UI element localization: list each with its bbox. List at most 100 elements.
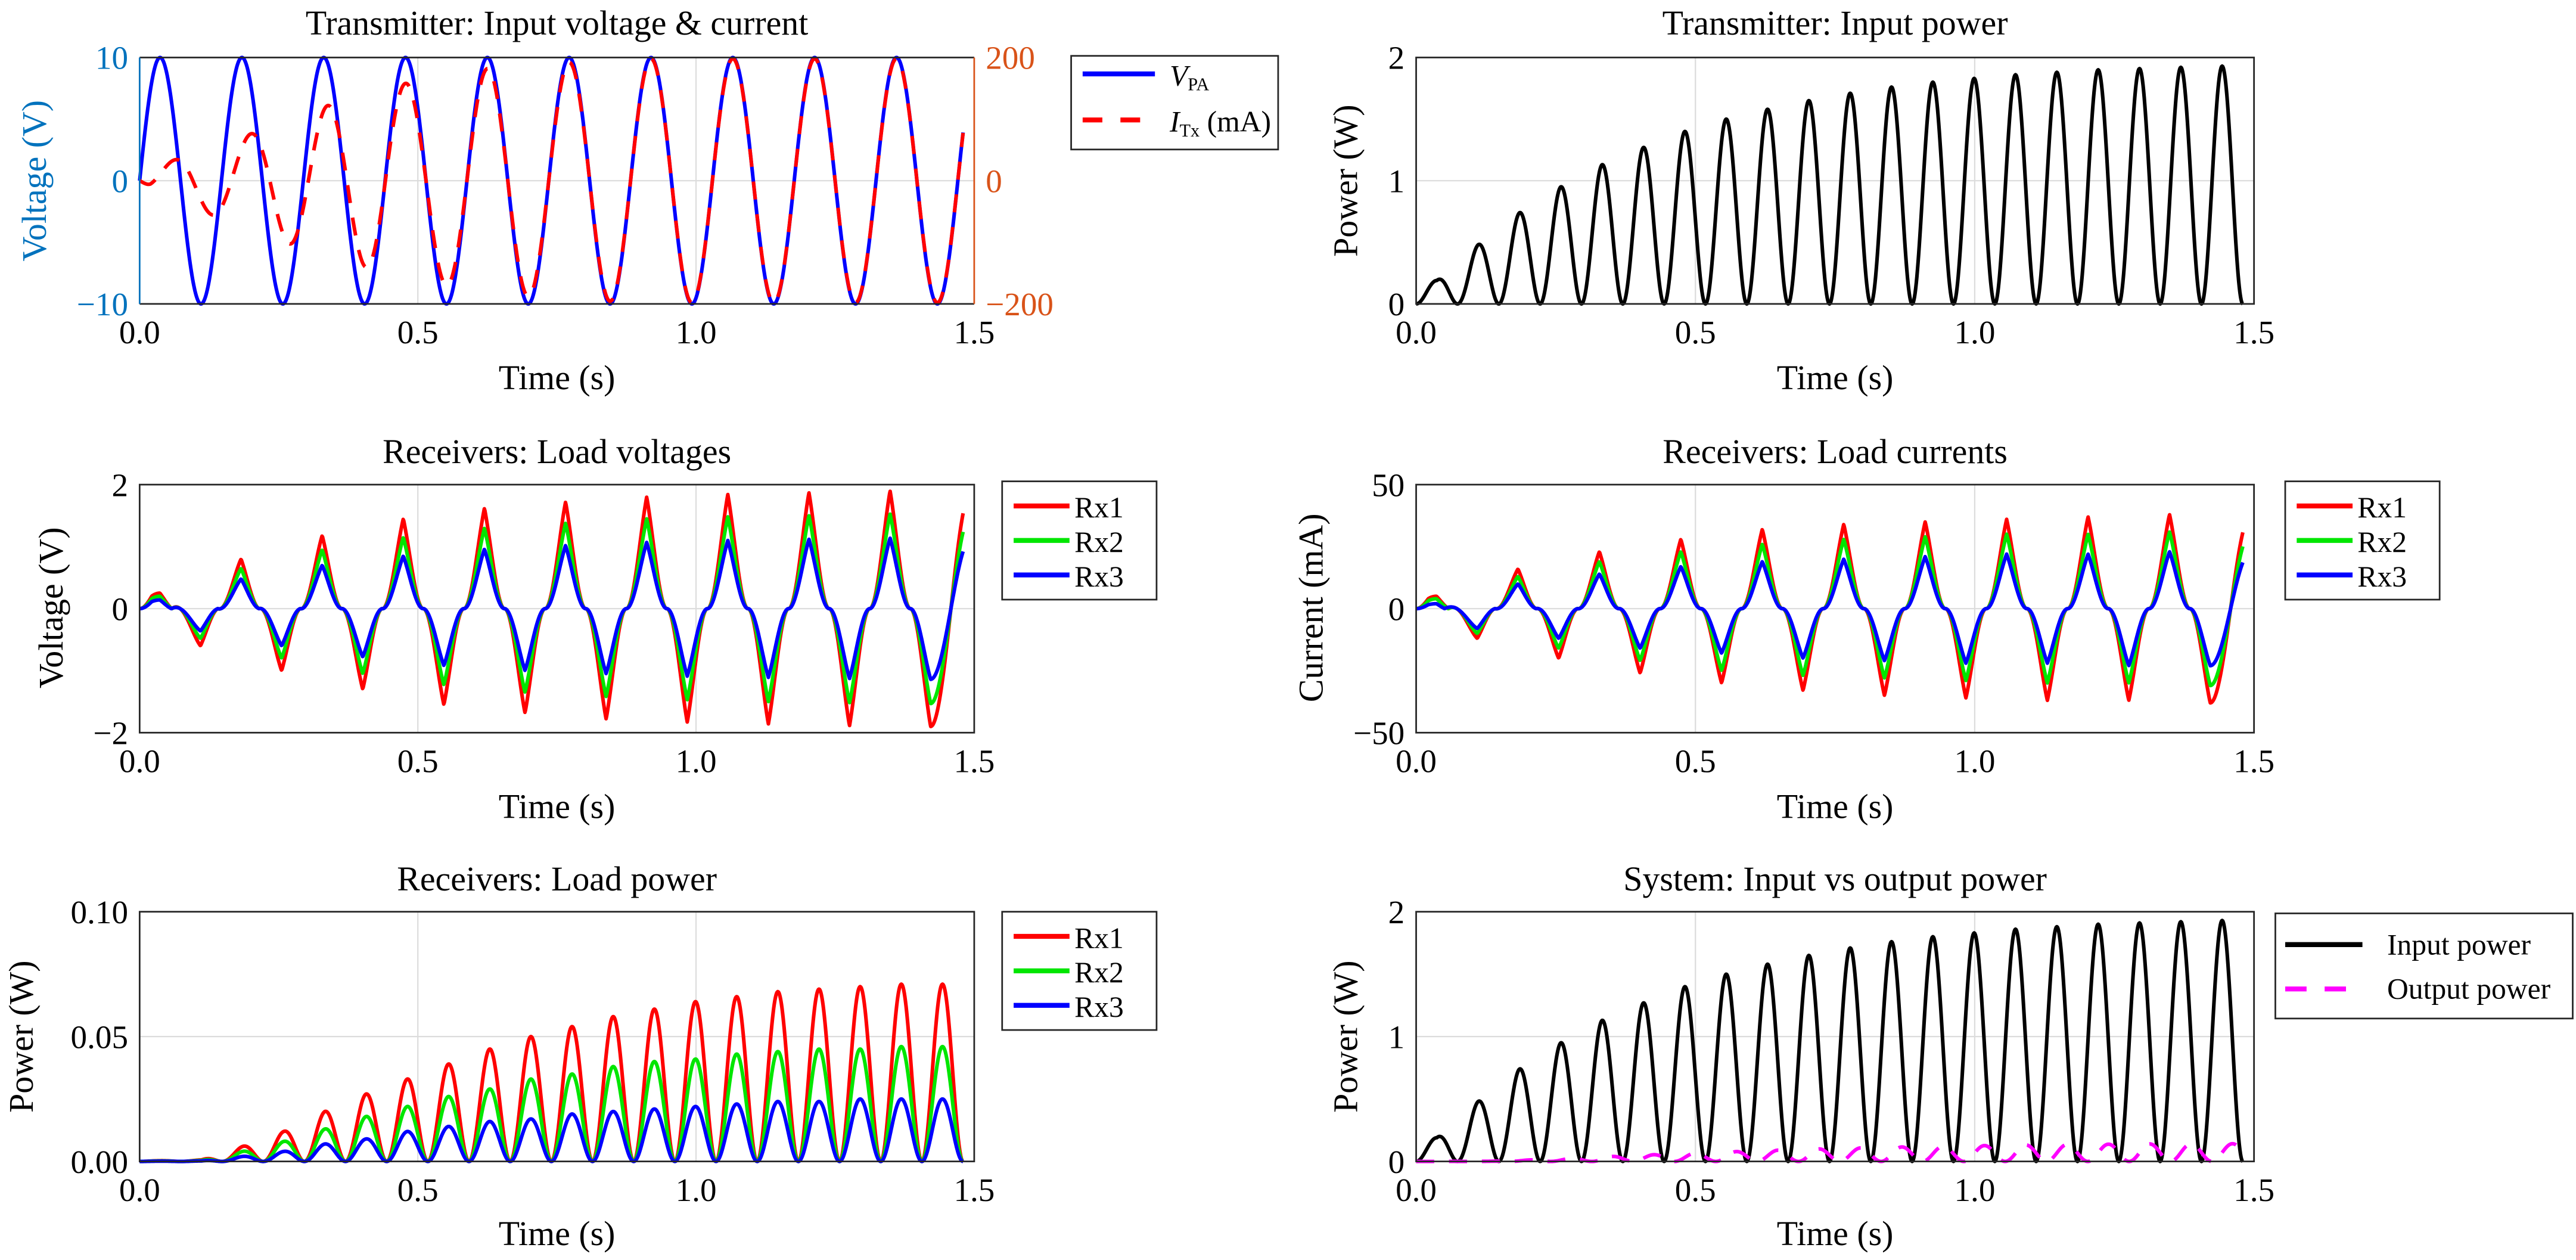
axes-frame <box>1415 57 2255 305</box>
panel-title: System: Input vs output power <box>1623 859 2047 898</box>
series-layer <box>138 489 965 728</box>
x-tick-label: 0.0 <box>1396 743 1437 779</box>
axes-box <box>138 911 975 1163</box>
y-tick-label: −10 <box>77 286 128 322</box>
y-axis-label: Power (W) <box>1326 960 1365 1112</box>
x-axis-label: Time (s) <box>1777 787 1894 826</box>
panel-rx-currents: Receivers: Load currents 0.0 0.5 1.0 1.5 −5… <box>1291 432 2441 826</box>
legend-label-rx2: Rx2 <box>2357 526 2407 558</box>
legend-label-rx1: Rx1 <box>2357 491 2407 524</box>
legend-box <box>1001 480 1158 601</box>
x-tick-labels: 0.0 0.5 1.0 1.5 <box>1396 743 2274 779</box>
y-tick-label: −50 <box>1353 715 1404 752</box>
x-tick-label: 1.5 <box>2233 743 2274 779</box>
legend-label-itx-sub: Tx <box>1180 120 1200 141</box>
legend-label-rx1: Rx1 <box>1074 491 1124 524</box>
legend-label-rx3: Rx3 <box>1074 991 1124 1023</box>
y-axis-label: Voltage (V) <box>32 527 70 689</box>
x-tick-label: 0.0 <box>1396 1172 1437 1208</box>
x-tick-label: 0.5 <box>397 743 439 779</box>
x-tick-label: 0.5 <box>1675 314 1716 350</box>
y-tick-label: 0 <box>111 163 128 199</box>
y-tick-labels: −50 0 50 <box>1353 467 1404 751</box>
x-axis-label: Time (s) <box>1777 1214 1894 1253</box>
grid <box>1416 485 2254 733</box>
legend-label-vpa-sub: PA <box>1188 75 1209 95</box>
grid <box>1416 57 2254 304</box>
y-tick-label: 2 <box>1388 894 1405 930</box>
x-axis-label: Time (s) <box>499 1214 616 1253</box>
x-axis-label: Time (s) <box>499 787 616 826</box>
legend-label-rx2: Rx2 <box>1074 956 1124 989</box>
y-tick-label: 0.05 <box>71 1019 128 1055</box>
legend-label-rx1: Rx1 <box>1074 921 1124 954</box>
x-tick-label: 0.0 <box>119 314 160 350</box>
y-axis-label: Current (mA) <box>1291 514 1330 703</box>
x-tick-label: 0.0 <box>119 1172 160 1208</box>
x-tick-labels: 0.0 0.5 1.0 1.5 <box>119 743 995 779</box>
y-tick-label: −2 <box>93 715 128 752</box>
series-line-rx3 <box>1415 550 2245 668</box>
legend-label-rx3: Rx3 <box>2357 560 2407 593</box>
x-tick-label: 1.0 <box>676 1172 717 1208</box>
series-layer <box>138 55 965 306</box>
x-tick-label: 0.0 <box>1396 314 1437 350</box>
panel-title: Receivers: Load currents <box>1663 432 2008 471</box>
y-tick-label: 0 <box>1388 1144 1405 1180</box>
legend-label-vpa-main: V <box>1170 59 1191 92</box>
x-tick-label: 1.5 <box>953 1172 995 1208</box>
y-right-tick-label: −200 <box>986 286 1054 322</box>
x-tick-labels: 0.0 0.5 1.0 1.5 <box>1396 314 2274 350</box>
legend: VPA ITx (mA) <box>1070 55 1279 151</box>
x-tick-label: 0.5 <box>397 1172 439 1208</box>
panel-rx-power: Receivers: Load power 0.0 0.5 1.0 1.5 0.000… <box>2 859 1158 1253</box>
axes-frame <box>138 911 975 1163</box>
y-tick-labels: 0 1 2 <box>1388 894 1405 1180</box>
x-tick-label: 1.5 <box>2233 314 2274 350</box>
x-tick-label: 0.5 <box>397 314 439 350</box>
legend-label-vpa: VPA <box>1170 59 1209 94</box>
panel-rx-voltages: Receivers: Load voltages 0.0 0.5 1.0 1.5 −2… <box>32 432 1158 826</box>
panel-tx-voltage-current: Transmitter: Input voltage & current 0.0… <box>15 4 1279 397</box>
x-tick-label: 1.0 <box>1954 1172 1995 1208</box>
series-line-i-tx-ma <box>138 57 965 305</box>
x-tick-label: 0.0 <box>119 743 160 779</box>
x-tick-label: 1.0 <box>676 743 717 779</box>
x-tick-label: 1.0 <box>1954 314 1995 350</box>
legend-label-itx: ITx (mA) <box>1169 105 1271 141</box>
y-right-tick-label: 200 <box>986 40 1035 76</box>
y-tick-label: 0.10 <box>71 894 128 930</box>
y-tick-label: 0 <box>111 591 128 627</box>
legend: Input power Output power <box>2274 913 2574 1020</box>
y-tick-label: 2 <box>111 467 128 503</box>
y-tick-label: 0 <box>1388 286 1405 322</box>
y-tick-label: 1 <box>1388 163 1405 199</box>
x-tick-label: 1.0 <box>676 314 717 350</box>
y-tick-label: 0 <box>1388 591 1405 627</box>
x-tick-label: 0.5 <box>1675 1172 1716 1208</box>
x-tick-labels: 0.0 0.5 1.0 1.5 <box>1396 1172 2274 1208</box>
axes-frame <box>1415 483 2255 734</box>
x-tick-label: 0.5 <box>1675 743 1716 779</box>
y-tick-label: 0.00 <box>71 1144 128 1180</box>
panel-title: Transmitter: Input power <box>1663 4 2008 42</box>
x-tick-label: 1.5 <box>953 743 995 779</box>
series-line-rx3 <box>138 536 965 681</box>
y-tick-labels: 0.00 0.05 0.10 <box>71 894 128 1180</box>
panel-title: Receivers: Load voltages <box>383 432 731 471</box>
axes-box <box>1415 911 2255 1163</box>
axes-box <box>1415 57 2255 305</box>
x-tick-label: 1.0 <box>1954 743 1995 779</box>
x-axis-label: Time (s) <box>499 358 616 397</box>
panel-title: Transmitter: Input voltage & current <box>306 4 808 42</box>
grid <box>1416 911 2254 1162</box>
y-tick-labels: −10 0 10 <box>77 40 128 322</box>
x-tick-labels: 0.0 0.5 1.0 1.5 <box>119 1172 995 1208</box>
legend-label-itx-main: I <box>1169 105 1181 138</box>
panel-system-power: System: Input vs output power 0.0 0.5 1.0 1… <box>1326 859 2574 1253</box>
axes-frame <box>138 57 975 305</box>
